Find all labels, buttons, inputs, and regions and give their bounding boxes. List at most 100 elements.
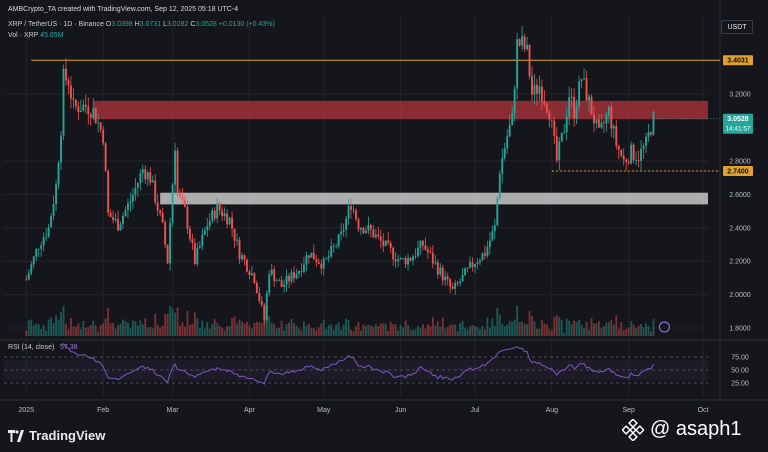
candle-body xyxy=(258,292,261,301)
volume-legend[interactable]: Vol · XRP 45.65M xyxy=(8,31,64,40)
candle-body xyxy=(131,194,134,202)
rsi-tick-2: 25.00 xyxy=(731,381,749,388)
volume-bar xyxy=(223,330,226,336)
volume-bar xyxy=(134,321,137,336)
volume-bar xyxy=(50,317,53,336)
volume-bar xyxy=(273,323,276,336)
y-tick-0: 3.2000 xyxy=(729,92,751,99)
candle-body xyxy=(260,300,263,305)
candle-body xyxy=(503,148,506,158)
price-levels xyxy=(31,59,720,172)
created-by-text: AMBCrypto_TA created with TradingView.co… xyxy=(8,6,239,13)
volume-bar xyxy=(501,323,504,336)
candle-body xyxy=(159,210,162,214)
candle-body xyxy=(583,78,585,80)
volume-bar xyxy=(543,323,546,336)
candle-body xyxy=(117,218,119,231)
volume-bar xyxy=(131,320,134,336)
candle-body xyxy=(245,259,248,272)
y-tick-6: 1.8000 xyxy=(729,325,751,332)
volume-bar xyxy=(298,328,300,336)
volume-bar xyxy=(402,327,405,336)
candle-body xyxy=(340,231,343,235)
candle-body xyxy=(483,253,486,256)
candle-body xyxy=(238,239,241,260)
volume-bar xyxy=(595,322,598,336)
candle-body xyxy=(74,99,77,107)
candle-body xyxy=(506,136,509,149)
candle-body xyxy=(543,101,546,105)
tradingview-logo[interactable]: TradingView xyxy=(8,428,105,443)
candle-body xyxy=(501,157,504,174)
candle-body xyxy=(82,104,85,111)
volume-bar xyxy=(357,322,360,336)
candle-body xyxy=(421,240,424,246)
rsi-label: RSI (14, close) xyxy=(8,344,54,351)
candle-body xyxy=(216,203,219,219)
candle-body xyxy=(434,262,437,264)
volume-bar xyxy=(139,320,142,336)
candle-body xyxy=(431,252,434,264)
candle-body xyxy=(327,256,330,258)
volume-bar xyxy=(114,328,117,336)
currency-button[interactable]: USDT xyxy=(721,20,753,34)
candle-body xyxy=(640,148,643,161)
candle-body xyxy=(243,255,246,260)
candle-body xyxy=(191,239,194,244)
volume-bar xyxy=(417,325,419,336)
candle-body xyxy=(466,267,469,269)
volume-bar xyxy=(355,326,357,336)
tradingview-brand: TradingView xyxy=(29,428,106,443)
volume-bar xyxy=(250,328,253,336)
volume-bar xyxy=(493,326,496,336)
candle-body xyxy=(201,234,204,246)
volume-bar xyxy=(40,328,43,336)
symbol-legend[interactable]: XRP / TetherUS · 1D · Binance O3.0398 H3… xyxy=(8,20,275,29)
volume-bar xyxy=(107,308,110,336)
volume-bar xyxy=(320,323,323,336)
volume-bar xyxy=(384,323,387,336)
candle-body xyxy=(645,136,647,146)
rsi-tick-1: 50.00 xyxy=(731,368,749,375)
volume-bar xyxy=(394,324,397,336)
candle-body xyxy=(72,98,75,100)
volume-bar xyxy=(612,324,615,336)
candle-body xyxy=(364,230,367,234)
volume-bar xyxy=(531,315,533,336)
x-tick-mar: Mar xyxy=(167,407,180,414)
candle-body xyxy=(496,198,499,226)
volume-bar xyxy=(602,326,605,336)
volume-bar xyxy=(337,322,340,336)
x-tick-oct: Oct xyxy=(698,407,709,414)
volume-bar xyxy=(241,321,243,336)
candle-body xyxy=(127,203,129,210)
volume-bar xyxy=(610,319,613,336)
candle-body xyxy=(193,243,196,265)
volume-bar xyxy=(600,328,603,336)
volume-bar xyxy=(513,319,516,336)
candle-body xyxy=(488,240,491,247)
candle-body xyxy=(555,136,558,161)
candle-body xyxy=(647,132,650,137)
volume-bar xyxy=(317,327,320,336)
candle-body xyxy=(203,230,206,235)
volume-bar xyxy=(521,321,524,336)
candle-body xyxy=(112,217,115,221)
volume-bar xyxy=(335,324,338,336)
volume-bar xyxy=(407,325,409,336)
candle-body xyxy=(612,126,615,129)
candle-body xyxy=(424,245,427,250)
volume-bar xyxy=(82,320,85,336)
volume-bar xyxy=(345,318,348,336)
candle-body xyxy=(362,228,365,234)
candle-body xyxy=(149,172,152,183)
candle-body xyxy=(372,229,375,238)
x-tick-apr: Apr xyxy=(244,407,256,414)
candle-body xyxy=(32,256,35,265)
volume-bar xyxy=(231,318,233,336)
candle-body xyxy=(491,231,494,241)
candle-body xyxy=(471,262,474,268)
candle-body xyxy=(553,120,556,137)
volume-bar xyxy=(42,324,45,336)
